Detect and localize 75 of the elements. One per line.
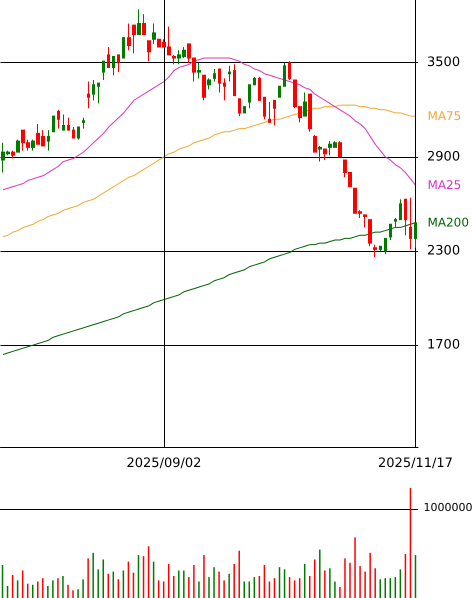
line-series [2,58,416,190]
candlestick [107,46,110,68]
candlestick [207,78,211,90]
text: 1000000 [423,500,472,514]
candlestick [218,68,221,94]
candlestick [223,78,226,101]
candlestick [409,197,412,250]
candlestick [52,116,55,132]
line-series [2,104,416,238]
candlestick [238,98,241,117]
candlestick [122,37,125,59]
candlestick [308,94,312,132]
y-tick-label: 2300 [427,243,460,258]
line-series [2,222,416,355]
candlestick [228,65,231,82]
candlestick [268,101,271,123]
candlestick [399,198,402,220]
candlestick [243,106,246,114]
candlestick [263,96,266,120]
candlestick [102,60,105,80]
candlestick [97,82,100,104]
candlestick [67,117,70,131]
candlestick [379,246,382,252]
candlestick [318,145,322,162]
candlestick [389,224,392,240]
candlestick [47,130,50,152]
candlestick [127,23,131,51]
candlestick [77,126,80,140]
candlestick [202,74,206,101]
candlestick [384,238,387,255]
candlestick [373,244,377,258]
candlestick [16,139,20,153]
candlestick [414,222,417,248]
candlestick [273,100,276,126]
candlestick [213,68,216,82]
candlestick [233,64,236,96]
candlestick [112,56,115,76]
candlestick [278,86,281,98]
candlestick [82,117,85,130]
candlestick [283,62,286,87]
candlestick [258,76,261,101]
candlestick [57,109,60,130]
candlestick [62,114,65,131]
candlestick [288,60,291,80]
candlestick [368,219,372,247]
candlestick [323,148,327,160]
candlestick [87,81,90,109]
candlestick [117,54,120,73]
series-label: MA75 [427,109,462,124]
y-tick-label: 1700 [427,338,460,353]
series-label: MA25 [427,178,462,192]
candlestick [248,84,251,109]
candlestick [338,140,342,158]
series-label: MA200 [427,216,469,230]
x-tick-label: 2025/09/02 [126,456,202,471]
candlestick [363,214,367,228]
candlestick [253,76,256,86]
candlestick [92,79,95,101]
candlestick [72,126,75,139]
candlestick [313,134,317,153]
candlestick [147,40,151,62]
candlestick [31,139,35,152]
candlestick [152,23,156,44]
candlestick [132,24,136,54]
candlestick [303,92,307,117]
candlestick [172,54,176,65]
candlestick [404,198,407,236]
candlestick [142,14,146,36]
y-tick-label: 3500 [427,55,460,70]
x-tick-label: 2025/11/17 [378,456,453,471]
candlestick [137,8,141,36]
candlestick [11,150,15,159]
y-tick-label: 2900 [427,149,460,164]
candlestick [394,218,397,228]
candlestick [197,62,201,79]
